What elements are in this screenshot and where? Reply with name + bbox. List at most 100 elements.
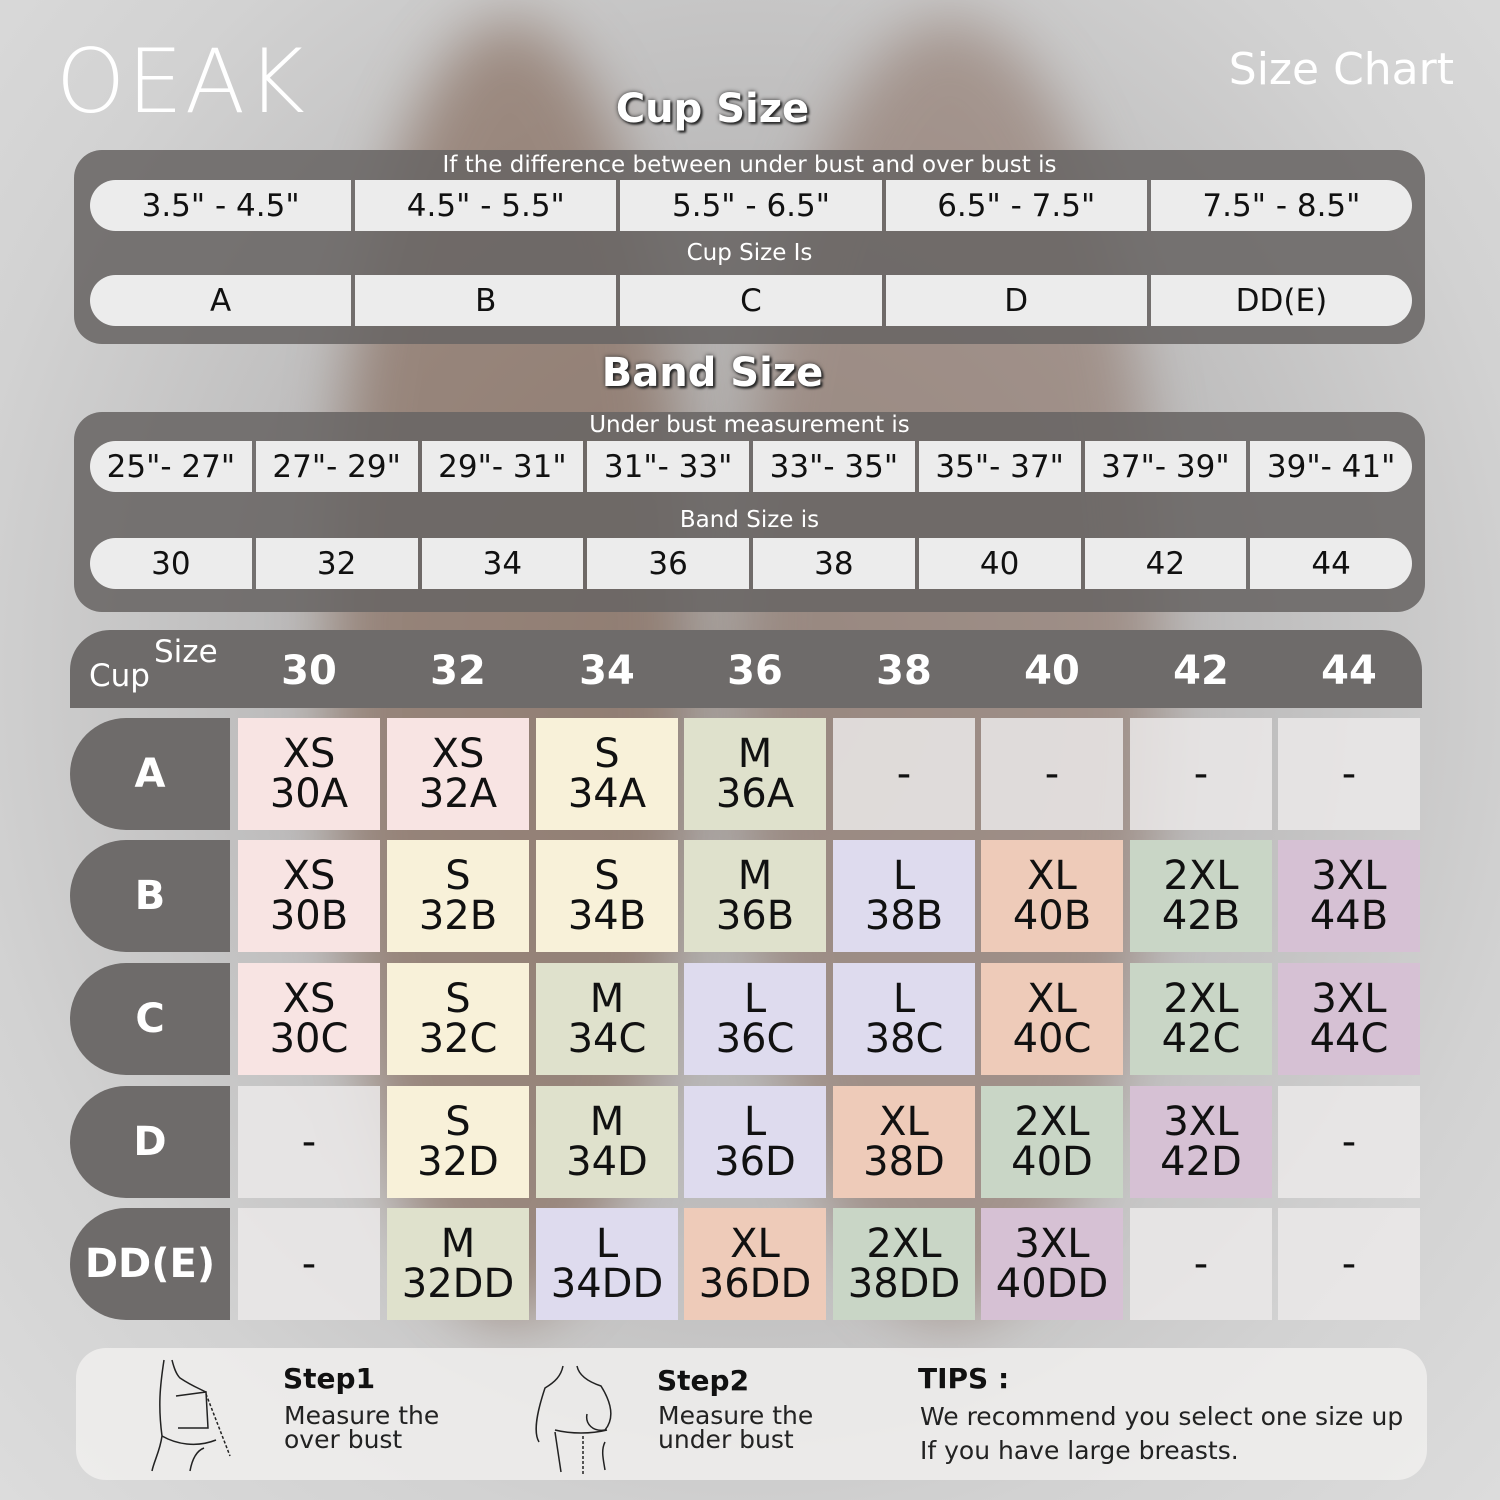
band-column-header: 30 <box>281 648 337 694</box>
letter-size: M <box>737 731 773 777</box>
cup-header-label: Cup <box>89 658 150 694</box>
size-chart-title: Size Chart <box>1228 44 1454 95</box>
cup-row-label: B <box>70 840 230 952</box>
bra-size-code: 30A <box>269 771 349 817</box>
cup-row-label: A <box>70 718 230 830</box>
letter-size: XL <box>730 1221 780 1267</box>
step1-description: Measure the over bust <box>284 1401 440 1454</box>
overbust-measure-illustration-icon <box>151 1359 231 1472</box>
letter-size: L <box>892 853 916 899</box>
step1-title: Step1 <box>283 1362 376 1395</box>
band-value-cell: 32 <box>255 538 418 589</box>
tips-line-1: We recommend you select one size up <box>920 1402 1404 1431</box>
size-cell: - <box>238 1208 380 1320</box>
size-cell: L 38C <box>833 963 975 1075</box>
letter-size: - <box>301 1241 317 1287</box>
bra-size-code: 44C <box>1309 1016 1389 1062</box>
letter-size: M <box>589 976 625 1022</box>
tips-line-2: If you have large breasts. <box>920 1436 1239 1465</box>
cup-letter-cell: A <box>90 275 352 326</box>
size-cell: XS 30A <box>238 718 380 830</box>
band-range-cell: 31"- 33" <box>587 441 749 492</box>
letter-size: - <box>896 751 912 797</box>
size-cell: M 34D <box>536 1086 678 1198</box>
letter-size: 3XL <box>1311 976 1387 1022</box>
bra-size-code: 40D <box>1011 1139 1093 1185</box>
bra-size-code: 42C <box>1161 1016 1241 1062</box>
cup-range-cell: 5.5" - 6.5" <box>620 180 882 231</box>
cup-size-panel: If the difference between under bust and… <box>74 150 1425 344</box>
bra-size-code: 40C <box>1012 1016 1092 1062</box>
bra-size-code: 36D <box>714 1139 796 1185</box>
cup-range-cell: 3.5" - 4.5" <box>90 180 352 231</box>
size-cell: XS 32A <box>387 718 529 830</box>
letter-size: - <box>1193 751 1209 797</box>
size-cell: S 34A <box>536 718 678 830</box>
size-cell: M 34C <box>536 963 678 1075</box>
bra-size-code: 36DD <box>698 1261 812 1307</box>
cup-letter-cell: C <box>620 275 882 326</box>
letter-size: - <box>301 1119 317 1165</box>
band-value-row: 30 32 34 36 38 40 42 44 <box>90 538 1412 589</box>
size-cell: 2XL 40D <box>981 1086 1123 1198</box>
letter-size: XL <box>879 1099 929 1145</box>
cup-range-row: 3.5" - 4.5" 4.5" - 5.5" 5.5" - 6.5" 6.5" - … <box>90 180 1413 231</box>
size-cell: S 32D <box>387 1086 529 1198</box>
band-range-cell: 27"- 29" <box>255 441 418 492</box>
size-cell: 2XL 42C <box>1130 963 1272 1075</box>
cup-range-cell: 4.5" - 5.5" <box>355 180 617 231</box>
size-cell: - <box>833 718 975 830</box>
size-cell: XL 38D <box>833 1086 975 1198</box>
size-cell: XL 40B <box>981 840 1123 952</box>
size-cell: XL 36DD <box>684 1208 826 1320</box>
letter-size: 2XL <box>1163 976 1239 1022</box>
size-cell: XL 40C <box>981 963 1123 1075</box>
letter-size: XL <box>1027 853 1077 899</box>
band-value-cell: 40 <box>918 538 1081 589</box>
size-cell: XS 30B <box>238 840 380 952</box>
letter-size: 3XL <box>1163 1099 1239 1145</box>
size-cell: L 36D <box>684 1086 826 1198</box>
bra-size-code: 40DD <box>995 1261 1109 1307</box>
band-range-row: 25"- 27" 27"- 29" 29"- 31" 31"- 33" 33"- 35"… <box>90 441 1412 492</box>
band-value-cell: 44 <box>1250 538 1412 589</box>
tips-title: TIPS : <box>918 1362 1010 1395</box>
bra-size-code: 32D <box>417 1139 499 1185</box>
band-range-cell: 39"- 41" <box>1250 441 1412 492</box>
size-cell: 2XL 42B <box>1130 840 1272 952</box>
band-range-cell: 29"- 31" <box>421 441 584 492</box>
band-column-header: 38 <box>876 648 932 694</box>
step2-title: Step2 <box>657 1364 750 1397</box>
band-value-cell: 38 <box>753 538 915 589</box>
letter-size: XS <box>431 731 485 777</box>
letter-size: M <box>589 1099 625 1145</box>
cup-row-label: DD(E) <box>70 1208 230 1320</box>
underbust-measure-illustration-icon <box>535 1365 612 1474</box>
letter-size: - <box>1341 1119 1357 1165</box>
size-cell: 3XL 44B <box>1278 840 1420 952</box>
band-size-is-label: Band Size is <box>679 507 820 533</box>
letter-size: 2XL <box>1014 1099 1090 1145</box>
band-range-cell: 35"- 37" <box>918 441 1081 492</box>
cup-row-label: C <box>70 963 230 1075</box>
letter-size: XS <box>282 731 336 777</box>
band-size-panel: Under bust measurement is 25"- 27" 27"- 2… <box>74 412 1425 612</box>
band-column-header: 42 <box>1173 648 1229 694</box>
bra-size-code: 30B <box>269 893 349 939</box>
size-cell: S 32C <box>387 963 529 1075</box>
size-cell: L 34DD <box>536 1208 678 1320</box>
band-value-cell: 34 <box>421 538 584 589</box>
band-value-cell: 36 <box>587 538 749 589</box>
band-value-cell: 42 <box>1084 538 1247 589</box>
cup-letter-row: A B C D DD(E) <box>90 275 1413 326</box>
letter-size: L <box>892 976 916 1022</box>
letter-size: 2XL <box>866 1221 942 1267</box>
size-cell: L 38B <box>833 840 975 952</box>
bra-size-code: 34D <box>566 1139 648 1185</box>
letter-size: - <box>1341 1241 1357 1287</box>
band-column-header: 32 <box>430 648 486 694</box>
bra-size-code: 32B <box>418 893 498 939</box>
cup-diff-label: If the difference between under bust and… <box>442 152 1057 178</box>
size-cell: XS 30C <box>238 963 380 1075</box>
bra-size-code: 42B <box>1161 893 1241 939</box>
